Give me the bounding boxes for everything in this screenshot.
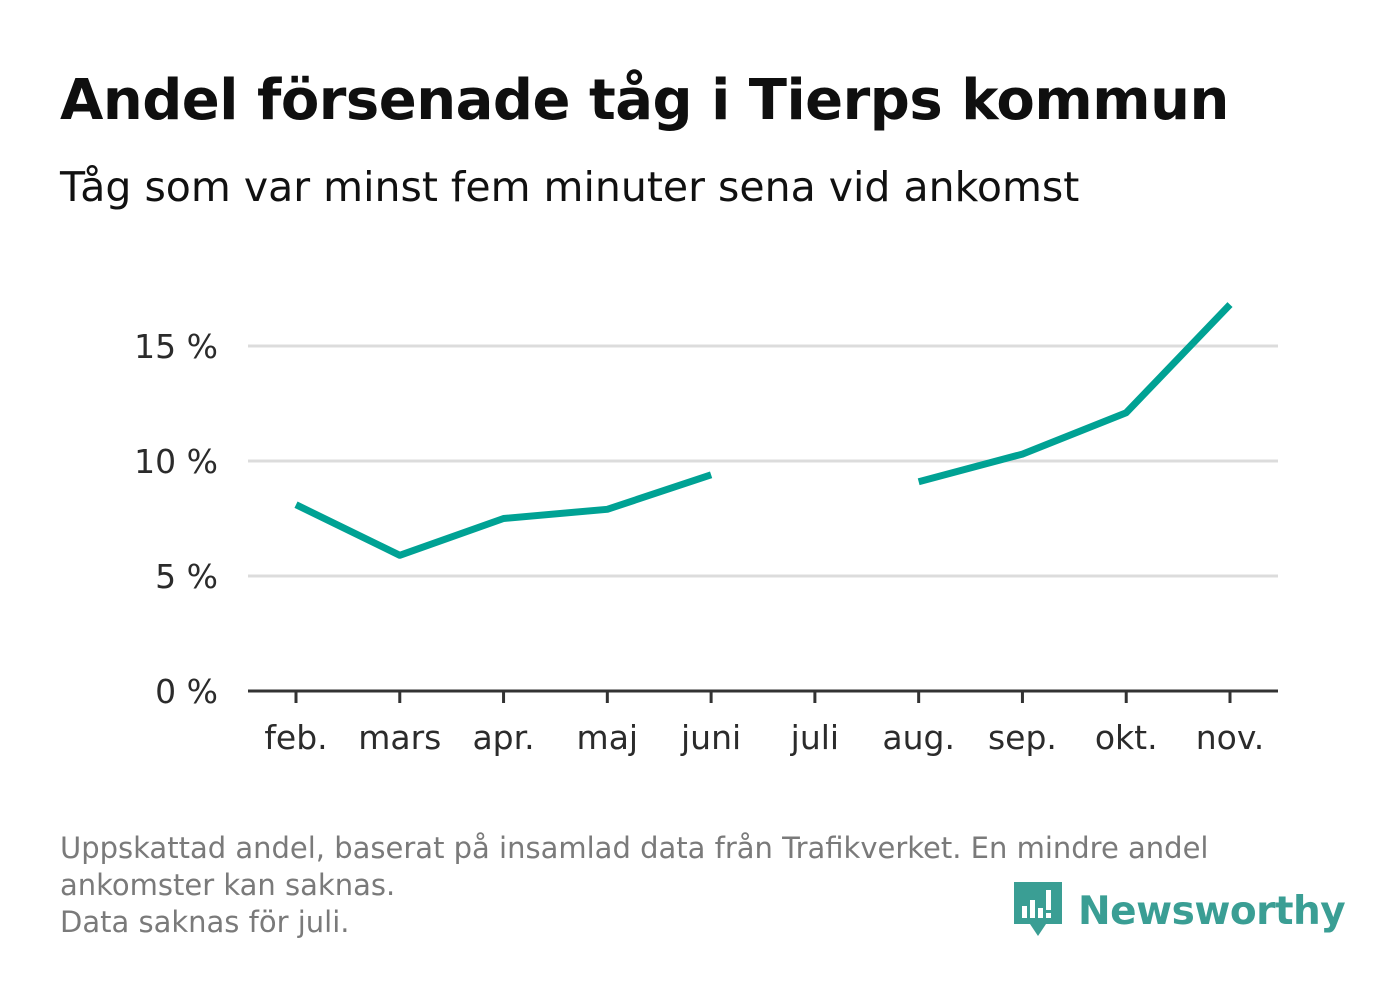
x-tick-label: sep.: [988, 718, 1057, 757]
footnote: Uppskattad andel, baserat på insamlad da…: [60, 830, 1310, 941]
y-tick-label: 0 %: [155, 672, 218, 711]
footnote-line-1: Uppskattad andel, baserat på insamlad da…: [60, 831, 1209, 865]
x-tick-label: juli: [790, 718, 839, 757]
footnote-line-2: ankomster kan saknas.: [60, 868, 396, 902]
x-tick-label: okt.: [1095, 718, 1158, 757]
bar-chart-speech-bubble-icon: [1012, 880, 1064, 942]
y-axis-ticks: 0 % 5 % 10 % 15 %: [134, 327, 218, 711]
x-tick-label: aug.: [882, 718, 955, 757]
x-axis: feb. mars apr. maj juni juli aug. sep. okt. nov.: [248, 689, 1278, 757]
series-line-segment: [917, 302, 1233, 486]
x-tick-label: maj: [577, 718, 639, 757]
x-tick-label: feb.: [264, 718, 327, 757]
x-tick-label: apr.: [472, 718, 534, 757]
x-tick-label: nov.: [1196, 718, 1265, 757]
series-line: [294, 302, 1233, 559]
logo-text: Newsworthy: [1078, 888, 1346, 934]
newsworthy-logo: Newsworthy: [1012, 880, 1346, 942]
y-tick-label: 10 %: [134, 442, 218, 481]
y-tick-label: 5 %: [155, 557, 218, 596]
x-tick-label: juni: [680, 718, 741, 757]
series-line-segment: [294, 471, 713, 559]
footnote-line-3: Data saknas för juli.: [60, 905, 350, 939]
chart-title: Andel försenade tåg i Tierps kommun: [60, 68, 1229, 133]
chart-subtitle: Tåg som var minst fem minuter sena vid a…: [60, 163, 1080, 211]
y-tick-label: 15 %: [134, 327, 218, 366]
gridlines: [248, 344, 1278, 578]
x-tick-label: mars: [358, 718, 441, 757]
